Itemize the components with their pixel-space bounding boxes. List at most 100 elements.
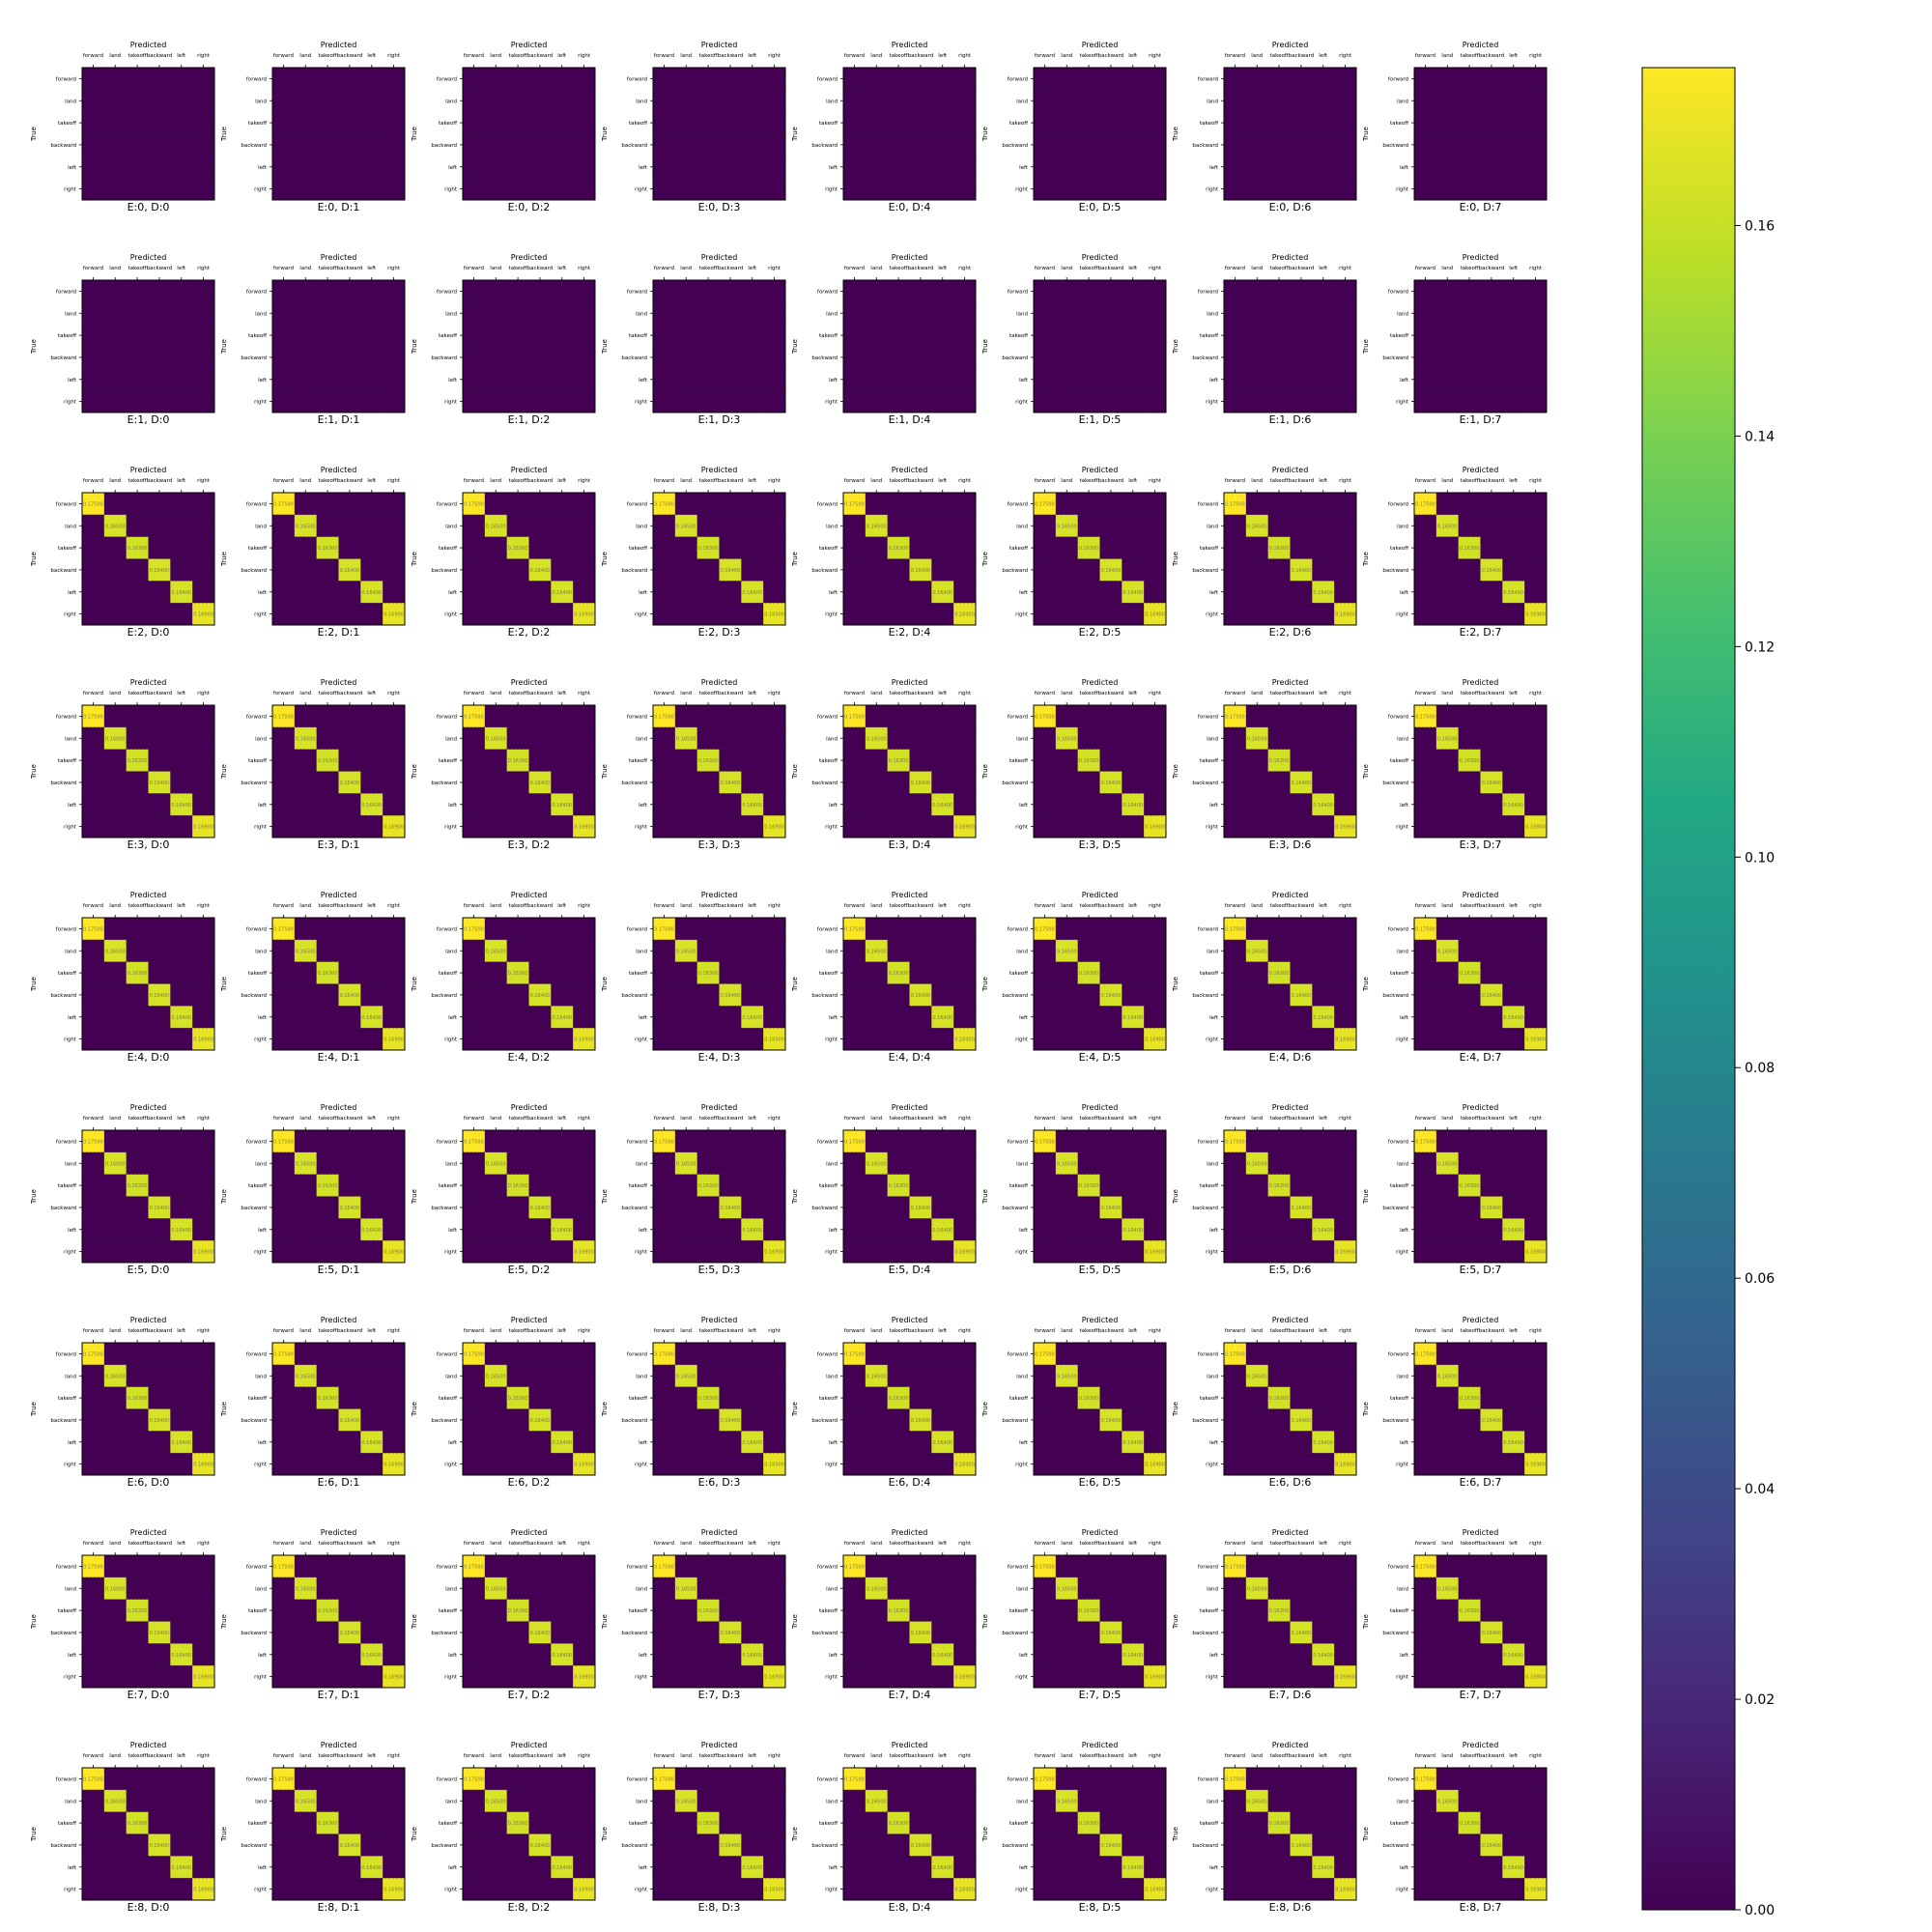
heatmap-cell [1290, 280, 1313, 303]
cell-value-label: 0.17500 [1225, 1139, 1245, 1145]
heatmap-cell [1435, 726, 1459, 750]
x-axis-label: Predicted [321, 891, 357, 899]
heatmap-cell [1502, 301, 1525, 325]
x-tick-label: takeoff [319, 53, 337, 59]
heatmap-cell [463, 368, 486, 391]
confusion-matrix-subplot: 0.175000.165000.163000.164000.164000.169… [1172, 891, 1357, 1064]
y-axis-label: True [411, 339, 418, 355]
y-tick-label: takeoff [248, 546, 267, 552]
heatmap-cell [953, 1408, 977, 1432]
heatmap-cell [506, 89, 529, 112]
heatmap-cell [573, 705, 596, 728]
x-tick-label: forward [464, 903, 484, 909]
heatmap-cell [1122, 726, 1145, 750]
heatmap-cell [1055, 514, 1078, 537]
y-axis-label: True [1172, 764, 1179, 780]
heatmap-cell [1312, 301, 1335, 325]
heatmap-cell [741, 749, 764, 772]
heatmap-cell [1267, 705, 1291, 728]
heatmap-cell [551, 156, 574, 179]
heatmap-cell [653, 178, 676, 201]
heatmap-cell [843, 983, 867, 1007]
cell-value-label: 0.16400 [1122, 1228, 1143, 1234]
x-tick-label: land [1061, 53, 1072, 59]
x-tick-label: right [958, 266, 972, 271]
heatmap-cell [528, 1196, 552, 1219]
heatmap-cell [1458, 1599, 1481, 1622]
heatmap-cell [1312, 368, 1335, 391]
heatmap-cell [170, 1218, 193, 1241]
heatmap-cell [148, 771, 171, 794]
y-tick-label: land [65, 311, 76, 317]
y-tick-label: left [448, 803, 458, 809]
heatmap-cell [1435, 178, 1459, 201]
x-tick-label: right [958, 1116, 972, 1122]
heatmap-cell [1099, 390, 1122, 413]
cell-value-label: 0.16400 [1122, 803, 1143, 809]
heatmap-cell [484, 1028, 507, 1051]
heatmap-cell [528, 1833, 552, 1857]
heatmap-cell [170, 961, 193, 984]
heatmap-cell [909, 1240, 932, 1264]
heatmap-cell [1414, 749, 1437, 772]
x-tick-label: takeoff [128, 1541, 147, 1547]
heatmap-cell [1414, 1343, 1437, 1366]
heatmap-cell [192, 1130, 215, 1153]
heatmap-cell [294, 1599, 317, 1622]
heatmap-cell [484, 324, 507, 347]
x-tick-label: left [1509, 691, 1519, 696]
heatmap-cell [551, 324, 574, 347]
y-tick-label: backward [811, 993, 838, 999]
y-tick-label: forward [627, 1564, 647, 1570]
heatmap-cell [741, 983, 764, 1007]
heatmap-cell [865, 1555, 888, 1578]
heatmap-cell [1502, 156, 1525, 179]
heatmap-cell [148, 1833, 171, 1857]
y-tick-label: backward [811, 1631, 838, 1636]
heatmap-cell [1312, 581, 1335, 604]
subplot-frame [462, 67, 596, 201]
heatmap-cell [192, 1811, 215, 1834]
heatmap-cell [360, 1768, 384, 1791]
heatmap-cell [148, 793, 171, 816]
confusion-matrix-subplot: 0.175000.165000.163000.164000.164000.169… [791, 678, 977, 851]
heatmap-cell [1524, 983, 1548, 1007]
heatmap-cell [170, 133, 193, 156]
heatmap-cell [1224, 603, 1247, 626]
heatmap-cell [528, 705, 552, 728]
cell-value-label: 0.16400 [530, 1631, 551, 1636]
heatmap-cell [383, 983, 406, 1007]
y-tick-label: right [254, 1888, 268, 1893]
y-tick-label: takeoff [819, 121, 838, 127]
y-tick-label: left [1400, 1015, 1409, 1021]
y-tick-label: backward [1192, 143, 1218, 149]
x-tick-label: right [387, 266, 401, 271]
cell-value-label: 0.17500 [1035, 1564, 1055, 1570]
heatmap-cell [931, 68, 954, 91]
cell-value-label: 0.16400 [1101, 1206, 1122, 1211]
cell-value-label: 0.17500 [273, 1776, 294, 1782]
confusion-matrix-subplot: forward land takeoff backward left rightforwa… [411, 41, 596, 213]
y-tick-label: land [445, 99, 457, 104]
heatmap-cell [887, 1028, 910, 1051]
y-tick-label: left [1019, 1228, 1029, 1234]
confusion-matrix-subplot: forward land takeoff backward left rightforwa… [981, 41, 1167, 213]
cell-value-label: 0.16300 [128, 758, 148, 764]
heatmap-cell [573, 1453, 596, 1476]
heatmap-cell [272, 1240, 296, 1264]
x-tick-label: takeoff [1080, 1116, 1098, 1122]
heatmap-cell [1077, 133, 1100, 156]
heatmap-cell [843, 581, 867, 604]
x-tick-label: backward [337, 1328, 363, 1334]
subplot-caption: E:0, D:6 [1269, 201, 1312, 213]
x-tick-label: takeoff [509, 1541, 527, 1547]
heatmap-cell [1224, 133, 1247, 156]
heatmap-cell [674, 1218, 697, 1241]
x-tick-label: land [680, 53, 692, 59]
y-tick-label: land [445, 1374, 457, 1379]
heatmap-cell [719, 1006, 742, 1029]
heatmap-cell [1055, 133, 1078, 156]
x-tick-label: right [958, 1541, 972, 1547]
cell-value-label: 0.16300 [889, 1396, 909, 1402]
heatmap-cell [294, 1643, 317, 1666]
